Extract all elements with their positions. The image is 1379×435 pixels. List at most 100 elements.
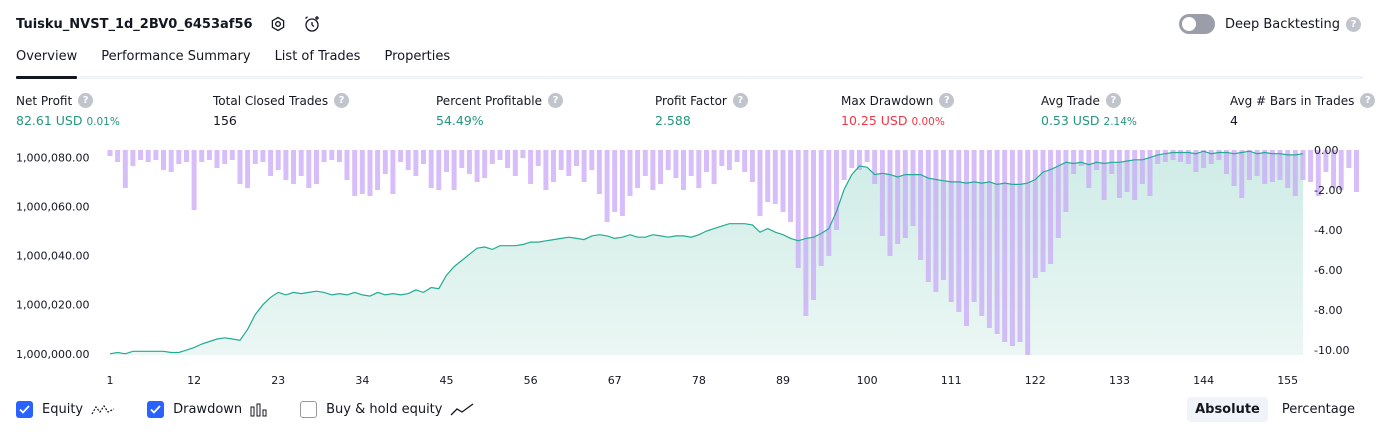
drawdown-bar [742,150,748,172]
y-left-tick-label: 1,000,060.00 [16,201,89,214]
drawdown-bar [367,150,373,196]
drawdown-bar [964,150,969,326]
drawdown-bar [719,150,725,166]
drawdown-bar [803,150,809,316]
drawdown-bar [512,150,518,176]
buy-hold-checkbox[interactable]: Buy & hold equity [300,401,474,418]
drawdown-checkbox[interactable]: Drawdown [147,401,268,418]
info-icon[interactable]: ? [1360,93,1376,108]
drawdown-bar [428,150,434,188]
metric-value: 0.53 USD [1041,113,1100,128]
drawdown-bar [252,150,258,164]
drawdown-bar [795,150,801,268]
metric-value: 82.61 USD [16,113,83,128]
drawdown-bar [979,150,985,316]
drawdown-bar [1323,150,1329,172]
drawdown-bar [1032,150,1038,278]
drawdown-bar [765,150,771,202]
tab-list-of-trades[interactable]: List of Trades [274,49,361,64]
drawdown-bar [757,150,763,216]
drawdown-bar [948,150,954,302]
checkbox-checked[interactable] [16,401,33,418]
drawdown-bar [1086,150,1092,188]
deep-backtesting-toggle[interactable] [1178,14,1215,34]
drawdown-bar [1132,150,1138,200]
drawdown-bar [918,150,924,260]
info-icon[interactable]: ? [939,93,955,108]
y-left-tick-label: 1,000,000.00 [16,348,89,361]
drawdown-bars-icon [250,403,268,417]
drawdown-bar [390,150,396,194]
metric-max-drawdown: Max Drawdown? 10.25 USD 0.00% [841,93,955,128]
drawdown-bar [421,150,426,164]
drawdown-bar [566,150,572,176]
buy-hold-label: Buy & hold equity [326,402,443,417]
drawdown-bar [199,150,205,162]
y-right-tick-label: -10.00 [1314,344,1349,357]
x-tick-label: 155 [1277,374,1298,387]
drawdown-bar [1231,150,1237,186]
info-icon[interactable]: ? [732,93,748,108]
info-icon[interactable]: ? [547,93,563,108]
y-left-tick-label: 1,000,040.00 [16,250,89,263]
drawdown-bar [612,150,618,212]
drawdown-bar [436,150,442,190]
drawdown-bar [1147,150,1153,196]
drawdown-bar [1269,150,1275,182]
drawdown-bar [826,150,832,256]
drawdown-bar [1216,150,1222,160]
drawdown-bar [1063,150,1069,212]
drawdown-bar [749,150,755,182]
drawdown-bar [260,150,266,162]
drawdown-bar [1338,150,1344,190]
equity-line-icon [91,403,115,417]
drawdown-bar [811,150,816,300]
drawdown-bar [184,150,189,162]
add-alert-icon[interactable] [303,15,321,33]
tab-performance-summary[interactable]: Performance Summary [101,49,251,64]
drawdown-bar [474,150,480,182]
equity-drawdown-chart[interactable]: 1,000,000.00 1,000,020.00 1,000,040.00 1,00… [0,140,1379,390]
info-icon[interactable]: ? [1105,93,1121,108]
deep-backtesting-help-icon[interactable]: ? [1346,16,1361,32]
equity-checkbox[interactable]: Equity [16,401,115,418]
metric-label: Avg Trade [1041,93,1100,108]
tab-properties[interactable]: Properties [384,49,451,64]
drawdown-bar [941,150,946,280]
settings-icon[interactable] [269,15,287,33]
drawdown-bar [574,150,579,166]
checkbox-checked[interactable] [147,401,165,418]
drawdown-bar [489,150,495,164]
metric-percent: 2.14% [1103,116,1137,128]
metric-percent: 0.00% [911,116,945,128]
drawdown-bar [780,150,786,212]
info-icon[interactable]: ? [334,93,350,108]
x-tick-label: 45 [440,374,454,387]
drawdown-bar [1116,150,1122,198]
drawdown-bar [1155,150,1161,164]
drawdown-bar [283,150,289,180]
drawdown-bar [176,150,182,164]
deep-backtesting-label: Deep Backtesting [1224,16,1340,32]
percentage-button[interactable]: Percentage [1281,402,1355,417]
drawdown-bar [956,150,962,312]
x-tick-label: 56 [524,374,538,387]
drawdown-bar [1048,150,1054,264]
drawdown-bar [130,150,136,166]
x-tick-label: 122 [1025,374,1046,387]
drawdown-bar [1017,150,1023,342]
drawdown-bar [466,150,472,174]
tab-overview[interactable]: Overview [16,46,78,79]
drawdown-bar [191,150,197,210]
metric-label: Profit Factor [655,93,727,108]
metric-value: 156 [213,113,237,128]
x-tick-label: 23 [271,374,285,387]
x-tick-label: 144 [1193,374,1214,387]
drawdown-bar [711,150,717,184]
info-icon[interactable]: ? [78,93,94,108]
checkbox-unchecked[interactable] [300,401,318,418]
drawdown-bar [138,150,144,160]
drawdown-bar [245,150,251,188]
absolute-button[interactable]: Absolute [1187,397,1268,422]
drawdown-bar [872,150,878,184]
